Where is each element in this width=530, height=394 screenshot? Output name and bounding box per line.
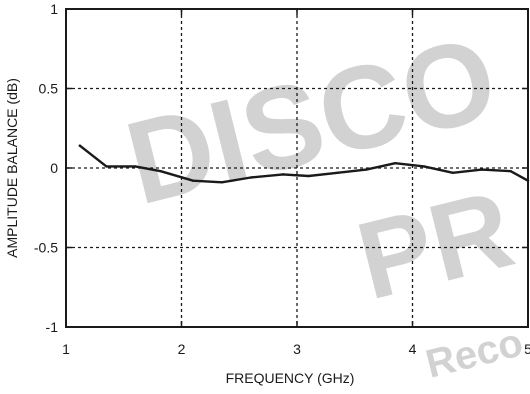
x-tick-label: 3 [293, 341, 301, 357]
data-point [249, 176, 252, 179]
data-point [78, 144, 82, 147]
data-point [336, 171, 339, 174]
watermark-text: Reco [422, 320, 528, 386]
grid [66, 9, 528, 327]
data-point [220, 181, 224, 184]
data-point [393, 162, 397, 165]
data-point [365, 168, 368, 171]
data-point [191, 179, 195, 182]
x-tick-label: 4 [409, 341, 417, 357]
data-point [509, 169, 512, 173]
series-layer [78, 144, 530, 184]
y-axis-title: AMPLITUDE BALANCE (dB) [4, 78, 20, 258]
x-tick-label: 5 [524, 341, 530, 357]
x-axis-title: FREQUENCY (GHz) [226, 370, 355, 386]
data-point [480, 168, 483, 171]
data-point [159, 169, 162, 173]
data-point [422, 165, 426, 168]
y-tick-label: 0 [50, 160, 58, 176]
y-tick-label: -1 [46, 319, 59, 335]
y-tick-label: 0.5 [39, 81, 59, 97]
data-point [134, 165, 137, 168]
data-point [307, 174, 310, 178]
data-point [451, 171, 455, 174]
watermark-text: PR [346, 167, 524, 323]
x-tick-label: 1 [62, 341, 70, 357]
ticks: 1 2 3 4 5 1 0.5 0 -0.5 -1 [34, 1, 530, 357]
data-point [105, 165, 108, 168]
data-point [281, 173, 285, 176]
x-tick-label: 2 [178, 341, 186, 357]
y-tick-label: 1 [50, 1, 58, 17]
y-tick-label: -0.5 [34, 240, 58, 256]
